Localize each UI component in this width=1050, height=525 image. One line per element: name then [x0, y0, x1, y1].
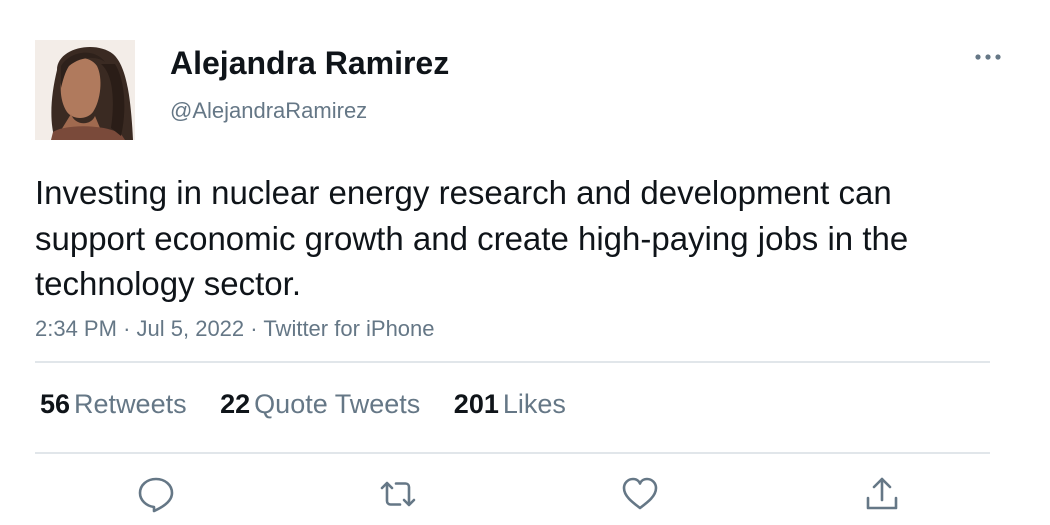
retweet-icon [380, 481, 416, 507]
avatar[interactable] [35, 40, 135, 140]
retweets-count: 56 [40, 389, 71, 419]
avatar-image [35, 40, 135, 140]
quote-tweets-stat[interactable]: 22 Quote Tweets [220, 387, 420, 421]
tweet-meta: 2:34 PM · Jul 5, 2022 · Twitter for iPho… [35, 315, 435, 343]
tweet-date[interactable]: Jul 5, 2022 [136, 316, 245, 341]
retweet-button[interactable] [378, 474, 418, 514]
tweet-time[interactable]: 2:34 PM [35, 316, 117, 341]
retweets-label: Retweets [74, 389, 187, 419]
likes-count: 201 [453, 389, 499, 419]
tweet-source[interactable]: Twitter for iPhone [263, 316, 435, 341]
meta-separator: · [250, 316, 258, 341]
quote-tweets-count: 22 [220, 389, 251, 419]
likes-label: Likes [502, 389, 566, 419]
more-dots-icon [975, 54, 1001, 60]
tweet-text: Investing in nuclear energy research and… [35, 174, 909, 302]
share-button[interactable] [862, 474, 902, 514]
author-handle[interactable]: @AlejandraRamirez [170, 98, 368, 123]
reply-button[interactable] [136, 474, 176, 514]
quote-tweets-label: Quote Tweets [254, 389, 421, 419]
reply-icon [138, 477, 174, 513]
like-button[interactable] [620, 474, 660, 514]
meta-separator: · [123, 316, 131, 341]
retweets-stat[interactable]: 56 Retweets [40, 387, 187, 421]
share-icon [866, 477, 898, 510]
tweet-stats: 56 Retweets 22 Quote Tweets 201 Likes [40, 387, 592, 421]
heart-icon [622, 477, 658, 510]
more-options-button[interactable] [966, 42, 1010, 72]
divider [35, 361, 990, 363]
divider [35, 452, 990, 454]
author-display-name[interactable]: Alejandra Ramirez [170, 45, 450, 81]
likes-stat[interactable]: 201 Likes [454, 387, 566, 421]
